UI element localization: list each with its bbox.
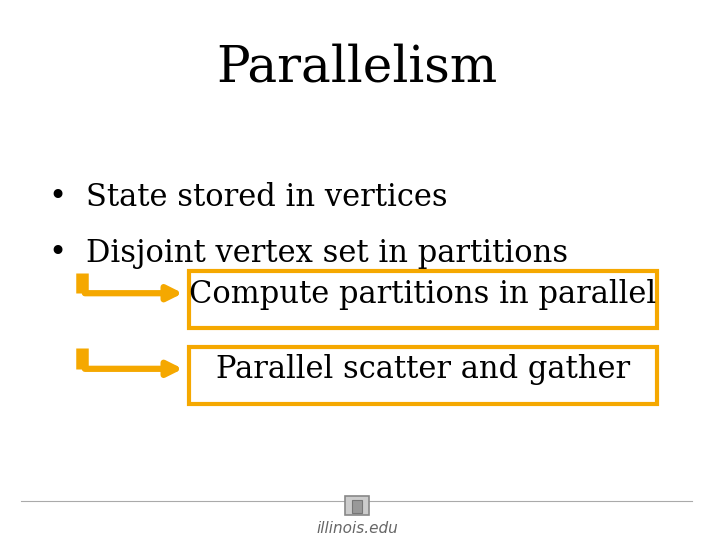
Text: illinois.edu: illinois.edu [316,521,397,536]
FancyBboxPatch shape [189,271,657,328]
Text: •: • [48,181,66,213]
Text: Parallel scatter and gather: Parallel scatter and gather [216,354,630,386]
FancyBboxPatch shape [345,496,369,515]
Text: Compute partitions in parallel: Compute partitions in parallel [189,279,657,310]
Text: •: • [48,238,66,269]
Text: Parallelism: Parallelism [216,43,498,92]
FancyBboxPatch shape [352,500,361,513]
Text: Disjoint vertex set in partitions: Disjoint vertex set in partitions [86,238,568,269]
FancyBboxPatch shape [189,347,657,404]
Text: State stored in vertices: State stored in vertices [86,181,447,213]
